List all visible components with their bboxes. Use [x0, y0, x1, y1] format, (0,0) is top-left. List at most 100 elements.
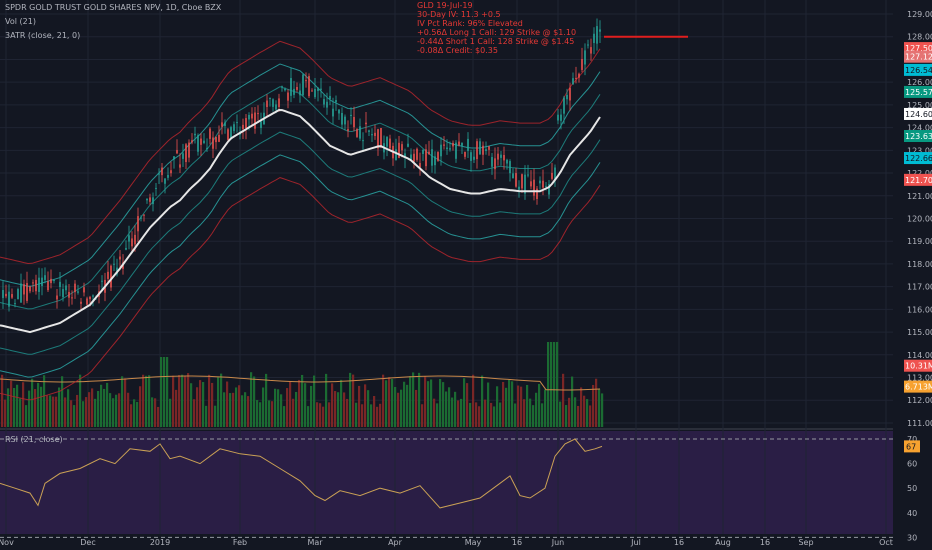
x-tick-label: Jun — [551, 538, 565, 547]
volume-bar — [82, 401, 85, 427]
volume-bar — [400, 389, 403, 427]
volume-bar — [451, 397, 454, 427]
candle-body — [143, 214, 145, 216]
volume-bar — [271, 401, 274, 427]
volume-bar — [163, 357, 166, 427]
candle-body — [551, 172, 553, 179]
candle-body — [92, 295, 94, 297]
volume-bar — [193, 399, 196, 427]
candle-body — [212, 137, 214, 149]
volume-bar — [379, 403, 382, 427]
candle-body — [422, 149, 424, 154]
volume-bar — [241, 395, 244, 427]
price-tag: 127.50 — [905, 44, 932, 53]
volume-bar — [70, 400, 73, 427]
candle-body — [86, 298, 88, 305]
volume-bar — [598, 389, 601, 427]
volume-bar — [187, 373, 190, 427]
volume-bar — [412, 372, 415, 427]
volume-bar — [124, 378, 127, 427]
volume-bar — [253, 376, 256, 427]
volume-bar — [397, 392, 400, 427]
candle-body — [272, 99, 274, 107]
volume-bar — [541, 403, 544, 427]
candle-body — [302, 74, 304, 96]
volume-bar — [256, 400, 259, 427]
volume-bar — [91, 388, 94, 427]
volume-bar — [313, 375, 316, 427]
candle-body — [473, 156, 475, 160]
volume-bar — [580, 387, 583, 427]
volume-bar — [52, 396, 55, 427]
candle-body — [326, 101, 328, 108]
y-tick-label: 112.00 — [907, 396, 932, 405]
candle-body — [179, 164, 181, 168]
candle-body — [56, 295, 58, 300]
price-tag-bg — [904, 50, 932, 63]
candle-body — [227, 129, 229, 140]
candle-body — [44, 275, 46, 280]
candle-body — [296, 86, 298, 90]
volume-bar — [331, 383, 334, 427]
candle-body — [413, 153, 415, 162]
volume-bar — [286, 388, 289, 427]
candle-body — [428, 151, 430, 155]
volume-bar — [421, 404, 424, 427]
candle-body — [404, 153, 406, 158]
candle-body — [248, 114, 250, 120]
candle-body — [182, 153, 184, 159]
volume-bar — [34, 389, 37, 427]
candle-body — [59, 281, 61, 287]
volume-bar — [67, 389, 70, 427]
volume-bar — [262, 387, 265, 427]
candle-body — [371, 134, 373, 136]
volume-bar — [148, 375, 151, 427]
candle-body — [380, 128, 382, 146]
candle-body — [476, 141, 478, 160]
volume-bar — [169, 398, 172, 427]
candle-body — [299, 90, 301, 96]
volume-bar — [385, 380, 388, 427]
volume-bar — [19, 398, 22, 427]
price-tag-bg — [904, 85, 932, 98]
volume-bar — [283, 406, 286, 427]
candle-body — [119, 256, 121, 260]
x-tick-label: 16 — [760, 538, 770, 547]
atr-band-inner-lower — [0, 131, 601, 355]
volume-bar — [355, 402, 358, 427]
volume-bar — [367, 390, 370, 427]
volume-bar — [418, 372, 421, 427]
volume-bar — [520, 386, 523, 427]
volume-bar — [73, 405, 76, 427]
x-tick-label: Sep — [798, 538, 813, 547]
volume-bar — [559, 401, 562, 427]
candle-body — [332, 108, 334, 117]
price-tag-bg — [904, 63, 932, 76]
candle-body — [278, 98, 280, 107]
volume-bar — [568, 397, 571, 427]
candle-body — [524, 174, 526, 194]
volume-bar — [190, 383, 193, 427]
volume-bar — [280, 394, 283, 427]
volume-bar — [202, 382, 205, 427]
candle-body — [581, 59, 583, 70]
volume-bar — [142, 374, 145, 427]
candle-body — [365, 122, 367, 125]
candle-body — [320, 88, 322, 90]
candle-body — [416, 148, 418, 160]
candle-body — [341, 112, 343, 125]
candle-body — [362, 140, 364, 142]
volume-bar — [103, 388, 106, 427]
candle-body — [221, 122, 223, 127]
candle-body — [347, 129, 349, 131]
volume-bar — [115, 394, 118, 427]
volume-bar — [481, 375, 484, 427]
price-tag-bg — [904, 130, 932, 143]
candle-body — [338, 109, 340, 114]
candle-body — [260, 121, 262, 128]
y-tick-label: 118.00 — [907, 260, 932, 269]
volume-bar — [247, 396, 250, 427]
volume-bar — [490, 402, 493, 427]
candle-body — [569, 87, 571, 101]
